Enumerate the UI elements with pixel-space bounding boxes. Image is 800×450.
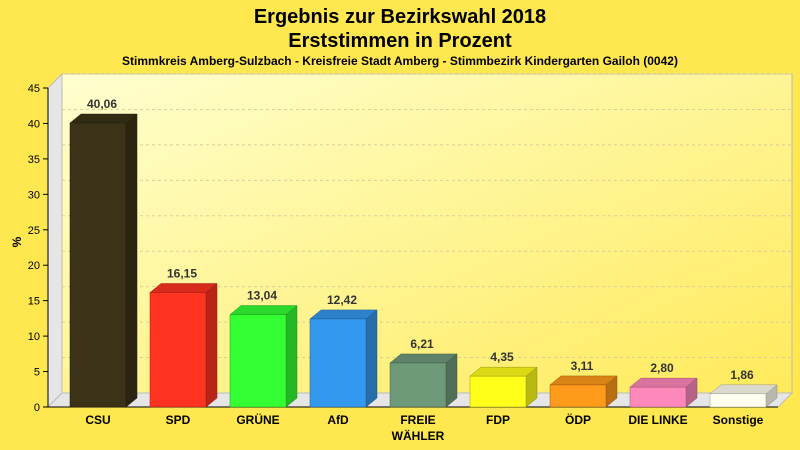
bar-top (149, 283, 218, 293)
y-tick-label: 10 (28, 331, 40, 343)
data-label: 40,06 (87, 97, 117, 111)
bar[interactable] (629, 386, 687, 408)
bar-top (309, 309, 378, 320)
data-label: 3,11 (571, 359, 594, 373)
y-tick-label: 25 (28, 225, 40, 237)
data-label: 4,35 (490, 350, 514, 364)
bar-top (469, 366, 538, 377)
bar-top (629, 377, 698, 388)
y-tick-label: 35 (28, 154, 40, 166)
bar-side (365, 309, 378, 408)
plot-side-wall (47, 72, 63, 409)
bar[interactable] (389, 362, 447, 408)
plot-area: 0 5 10 15 20 25 30 35 40 45 40,06 CSU 16,15 SPD 13,04 G… (28, 72, 794, 443)
bar[interactable] (149, 292, 207, 408)
x-tick-label: FDP (486, 413, 510, 427)
y-tick-label: 30 (28, 189, 40, 201)
bar-top (549, 375, 618, 386)
x-tick-label-line2: WÄHLER (392, 428, 445, 443)
x-tick-label: SPD (166, 413, 191, 427)
y-tick-label: 40 (28, 118, 40, 130)
x-tick-label: DIE LINKE (628, 413, 687, 427)
x-tick-label: GRÜNE (236, 412, 279, 427)
chart-title-line2: Erststimmen in Prozent (288, 30, 512, 52)
bar-top (229, 305, 298, 315)
x-tick-label: CSU (85, 413, 110, 427)
x-tick-label: FREIE (400, 413, 435, 427)
bar[interactable] (709, 393, 767, 408)
data-label: 16,15 (167, 267, 197, 281)
data-label: 1,86 (730, 368, 754, 382)
bar[interactable] (69, 122, 127, 408)
y-tick-label: 45 (28, 83, 40, 95)
bar[interactable] (469, 375, 527, 408)
data-label: 2,80 (650, 361, 674, 375)
bar-side (285, 305, 298, 408)
chart-title: Ergebnis zur Bezirkswahl 2018 (254, 6, 546, 28)
bar-top (69, 113, 138, 124)
bar[interactable] (229, 314, 287, 408)
x-tick-label: AfD (327, 413, 349, 427)
bar[interactable] (309, 318, 367, 408)
bar-side (205, 282, 218, 408)
bar-top (389, 353, 458, 364)
y-axis-label: % (10, 236, 24, 247)
y-tick-label: 15 (28, 296, 40, 308)
y-tick-label: 0 (34, 402, 40, 414)
y-tick-label: 20 (28, 260, 40, 272)
chart-subtitle: Stimmkreis Amberg-Sulzbach - Kreisfreie … (122, 54, 678, 68)
x-tick-label: Sonstige (713, 413, 764, 427)
data-label: 13,04 (247, 289, 277, 303)
data-label: 12,42 (327, 293, 357, 307)
data-label: 6,21 (410, 337, 434, 351)
bar-top (709, 384, 778, 395)
x-tick-label: ÖDP (565, 412, 591, 427)
bar-side (125, 113, 138, 408)
y-tick-label: 5 (34, 367, 40, 379)
bar[interactable] (549, 384, 607, 408)
